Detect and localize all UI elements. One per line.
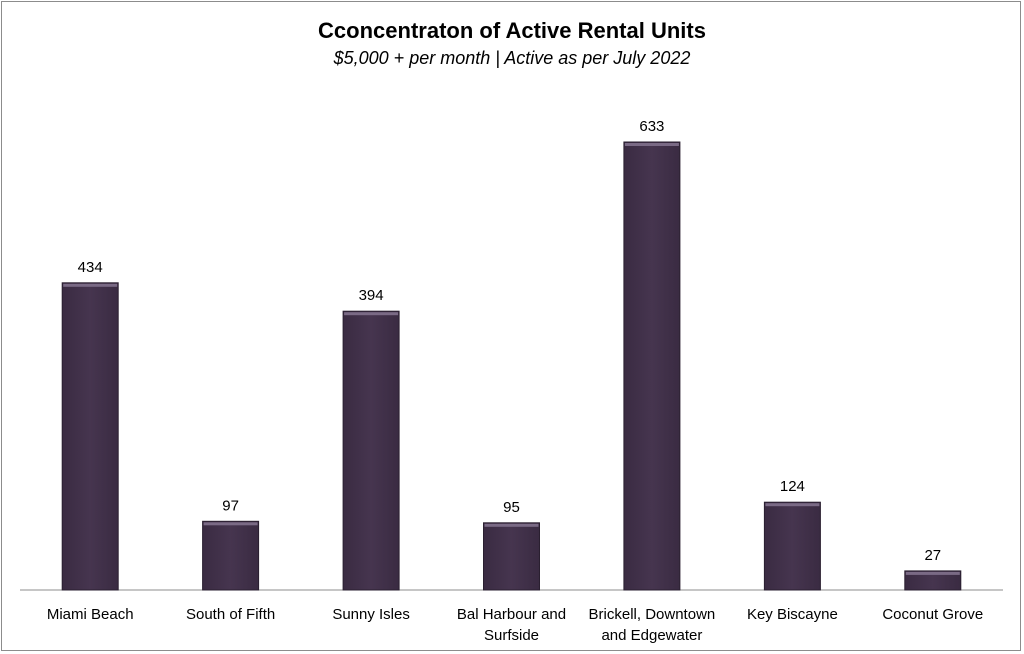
- bar-highlight: [624, 143, 679, 146]
- x-tick-label-line: Key Biscayne: [747, 606, 838, 623]
- x-tick-label: Bal Harbour and Surfside: [457, 606, 566, 644]
- x-tick-label: South of Fifth: [186, 606, 275, 623]
- data-label: 27: [924, 547, 941, 564]
- chart-subtitle: $5,000 + per month | Active as per July …: [333, 48, 691, 68]
- x-tick-label: Sunny Isles: [332, 606, 410, 623]
- bar: [61, 282, 119, 591]
- x-tick-label-line: South of Fifth: [186, 606, 275, 623]
- x-tick-label-line: and Edgewater: [601, 627, 702, 644]
- x-tick-label: Key Biscayne: [747, 606, 838, 623]
- data-label: 124: [780, 478, 805, 495]
- bar-highlight: [63, 283, 118, 287]
- data-label: 97: [222, 497, 239, 514]
- x-tick-label-line: Surfside: [484, 627, 539, 644]
- bar: [623, 141, 681, 591]
- data-label: 95: [503, 499, 520, 516]
- labels-group: 434 Miami Beach 97 South of Fifth 394 Sunny I…: [47, 118, 983, 644]
- data-label: 633: [639, 118, 664, 135]
- bar: [763, 501, 821, 591]
- bar: [342, 310, 400, 591]
- x-tick-label: Brickell, Downtown and Edgewater: [589, 606, 716, 644]
- x-tick-label-line: Miami Beach: [47, 606, 134, 623]
- data-label: 394: [359, 287, 384, 304]
- bar-highlight: [203, 522, 258, 526]
- x-tick-label-line: Sunny Isles: [332, 606, 410, 623]
- x-tick-label-line: Bal Harbour and: [457, 606, 566, 623]
- bar-highlight: [344, 312, 399, 316]
- x-tick-label-line: Coconut Grove: [882, 606, 983, 623]
- bar-highlight: [905, 571, 960, 575]
- bar: [202, 520, 260, 591]
- bar-highlight: [484, 523, 539, 527]
- x-tick-label: Miami Beach: [47, 606, 134, 623]
- bars-group: [61, 141, 962, 591]
- x-tick-label-line: Brickell, Downtown: [589, 606, 716, 623]
- x-tick-label: Coconut Grove: [882, 606, 983, 623]
- chart-title: Cconcentraton of Active Rental Units: [318, 18, 706, 43]
- bar: [904, 570, 962, 591]
- data-label: 434: [78, 259, 103, 276]
- bar-highlight: [765, 503, 820, 507]
- bar: [483, 522, 540, 591]
